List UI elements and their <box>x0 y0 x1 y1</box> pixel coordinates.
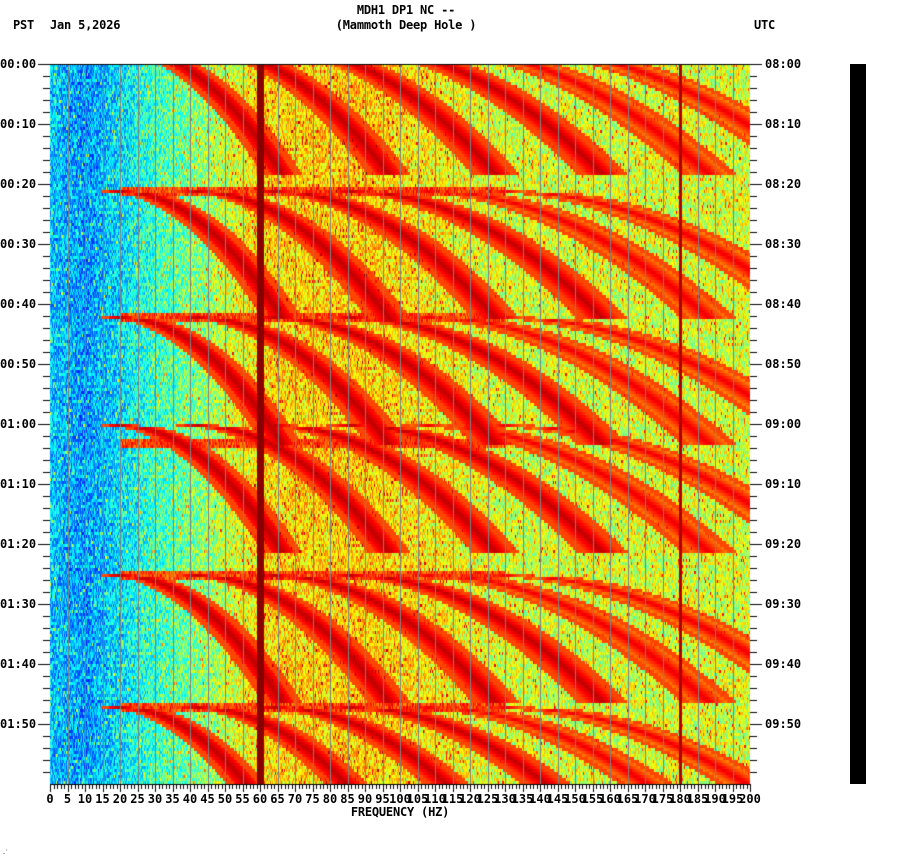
y-tick-label-left: 00:50 <box>0 357 37 371</box>
x-tick-label: 45 <box>200 792 215 806</box>
y-tick-label-left: 00:30 <box>0 237 37 251</box>
x-tick-label: 105 <box>406 792 429 806</box>
x-tick-label: 35 <box>165 792 180 806</box>
y-tick-label-right: 08:50 <box>765 357 802 371</box>
y-tick-label-right: 08:40 <box>765 297 802 311</box>
y-tick-label-left: 00:10 <box>0 117 37 131</box>
y-tick-label-left: 00:40 <box>0 297 37 311</box>
x-tick-label: 80 <box>322 792 338 806</box>
y-tick-label-right: 08:10 <box>765 117 802 131</box>
x-tick-label: 130 <box>494 792 516 806</box>
x-tick-label: 180 <box>669 792 691 806</box>
y-tick-label-right: 08:20 <box>765 177 802 191</box>
y-tick-label-right: 09:30 <box>765 597 802 611</box>
x-tick-label: 60 <box>252 792 268 806</box>
x-tick-label: 170 <box>634 792 656 806</box>
x-tick-label: 40 <box>182 792 198 806</box>
y-tick-label-right: 08:30 <box>765 237 802 251</box>
x-tick-label: 200 <box>739 792 761 806</box>
x-tick-label: 145 <box>546 792 569 806</box>
y-tick-label-left: 01:10 <box>0 477 37 491</box>
x-tick-label: 55 <box>235 792 250 806</box>
y-tick-label-left: 00:20 <box>0 177 37 191</box>
y-tick-label-right: 09:20 <box>765 537 802 551</box>
x-tick-label: 30 <box>147 792 163 806</box>
amplitude-trace-bar <box>850 64 866 784</box>
y-tick-label-left: 01:30 <box>0 597 37 611</box>
x-tick-label: 65 <box>270 792 285 806</box>
x-tick-label: 115 <box>441 792 464 806</box>
x-tick-label: 50 <box>217 792 233 806</box>
y-tick-label-right: 08:00 <box>765 57 802 71</box>
x-tick-label: 90 <box>357 792 373 806</box>
x-tick-label: 75 <box>305 792 320 806</box>
x-tick-label: 160 <box>599 792 621 806</box>
y-tick-label-left: 00:00 <box>0 57 37 71</box>
corner-mark: ․′ <box>3 849 9 856</box>
x-tick-label: 195 <box>721 792 744 806</box>
x-tick-label: 155 <box>581 792 604 806</box>
x-tick-label: 185 <box>686 792 709 806</box>
x-tick-label: 70 <box>287 792 303 806</box>
y-tick-label-left: 01:00 <box>0 417 37 431</box>
x-tick-label: 140 <box>529 792 551 806</box>
x-tick-label: 20 <box>112 792 128 806</box>
x-tick-label: 175 <box>651 792 674 806</box>
x-tick-label: 125 <box>476 792 499 806</box>
x-tick-label: 15 <box>95 792 110 806</box>
y-tick-label-right: 09:50 <box>765 717 802 731</box>
y-tick-label-right: 09:40 <box>765 657 802 671</box>
y-tick-label-right: 09:10 <box>765 477 802 491</box>
x-tick-label: 0 <box>46 792 54 806</box>
x-axis-title: FREQUENCY (HZ) <box>350 805 450 819</box>
x-tick-label: 95 <box>375 792 390 806</box>
x-tick-label: 85 <box>340 792 355 806</box>
y-tick-label-left: 01:50 <box>0 717 37 731</box>
y-tick-label-right: 09:00 <box>765 417 802 431</box>
x-tick-label: 110 <box>424 792 446 806</box>
x-tick-label: 25 <box>130 792 145 806</box>
x-tick-label: 150 <box>564 792 586 806</box>
x-tick-label: 100 <box>389 792 411 806</box>
y-tick-label-left: 01:20 <box>0 537 37 551</box>
x-tick-label: 190 <box>704 792 726 806</box>
x-tick-label: 10 <box>77 792 93 806</box>
x-tick-label: 120 <box>459 792 481 806</box>
x-tick-label: 5 <box>63 792 72 806</box>
x-tick-label: 165 <box>616 792 639 806</box>
y-tick-label-left: 01:40 <box>0 657 37 671</box>
x-tick-label: 135 <box>511 792 534 806</box>
